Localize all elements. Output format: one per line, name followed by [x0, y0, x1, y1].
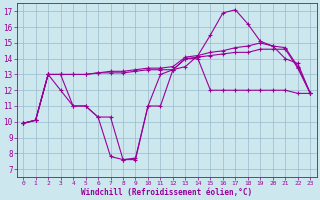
- X-axis label: Windchill (Refroidissement éolien,°C): Windchill (Refroidissement éolien,°C): [81, 188, 252, 197]
